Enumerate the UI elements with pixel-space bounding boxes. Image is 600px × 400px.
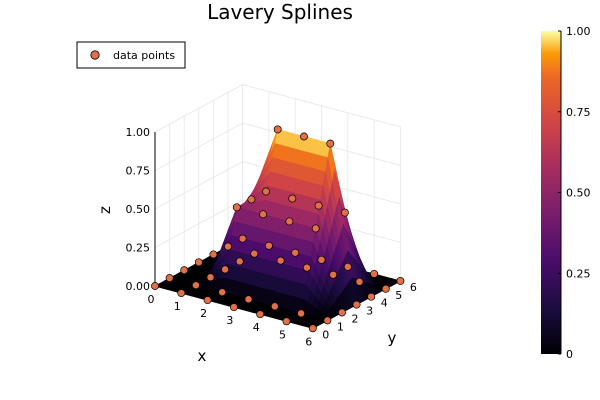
data-point: [262, 187, 270, 196]
z-tick-label: 0.50: [126, 203, 151, 216]
colorbar: 0 0.25 0.50 0.75 1.00: [541, 25, 591, 361]
x-tick-label: 5: [279, 328, 286, 341]
data-point: [370, 269, 379, 278]
x-tick-label: 3: [226, 314, 233, 327]
data-point: [285, 217, 294, 226]
data-point: [300, 132, 308, 141]
data-point: [151, 282, 159, 290]
data-point: [355, 277, 364, 286]
y-tick-label: 1: [337, 320, 344, 333]
x-tick-label: 1: [174, 300, 181, 313]
data-point: [317, 255, 326, 264]
surface-plot: [154, 128, 402, 329]
data-point: [343, 262, 352, 271]
data-point: [165, 274, 174, 283]
data-point: [194, 258, 203, 267]
data-point: [329, 270, 338, 279]
data-point: [264, 241, 273, 250]
data-point: [191, 281, 200, 290]
data-point: [206, 273, 215, 282]
y-tick-label: 4: [381, 297, 388, 310]
legend-entry-label: data points: [113, 49, 175, 62]
data-point: [218, 288, 227, 297]
axis-labels: x y z: [96, 206, 397, 365]
x-axis-label: x: [198, 347, 207, 365]
data-point: [381, 284, 390, 293]
data-point: [229, 303, 238, 312]
y-tick-label: 2: [352, 313, 359, 326]
y-tick-label: 0: [322, 328, 329, 341]
data-point: [250, 249, 259, 258]
data-point: [270, 302, 279, 311]
data-point: [244, 295, 253, 304]
data-point: [247, 195, 256, 204]
data-point: [396, 276, 405, 285]
colorbar-tick-label: 0.25: [566, 267, 591, 280]
y-tick-label: 3: [366, 305, 373, 318]
data-point: [209, 250, 218, 259]
data-point: [302, 263, 311, 272]
grid-line: [154, 161, 401, 210]
z-axis-label: z: [96, 206, 114, 214]
data-point: [276, 256, 285, 265]
data-point: [203, 296, 212, 305]
data-point: [232, 203, 241, 212]
data-point: [224, 242, 232, 251]
data-point: [326, 139, 335, 148]
data-point: [340, 208, 349, 217]
data-point: [180, 266, 189, 275]
data-point: [273, 125, 282, 134]
x-tick-label: 6: [305, 335, 312, 348]
data-point: [297, 309, 306, 318]
data-point: [338, 308, 346, 317]
legend-marker: [90, 50, 100, 60]
colorbar-gradient: [541, 31, 561, 354]
data-point: [256, 310, 265, 319]
grid-line: [154, 122, 401, 171]
colorbar-tick-label: 0.50: [566, 187, 591, 200]
data-point: [367, 292, 376, 301]
data-point: [235, 257, 244, 266]
x-tick-label: 0: [148, 293, 155, 306]
data-point: [323, 316, 332, 325]
data-point: [238, 234, 247, 243]
colorbar-tick-label: 0.75: [566, 106, 591, 119]
data-point: [177, 289, 186, 298]
data-points-series: [151, 125, 405, 333]
data-point: [288, 194, 297, 203]
colorbar-tick-label: 0: [566, 348, 573, 361]
data-point: [259, 210, 268, 219]
z-tick-label: 0.00: [126, 280, 151, 293]
colorbar-tick-label: 1.00: [566, 25, 591, 38]
x-tick-label: 2: [200, 307, 207, 320]
z-tick-label: 0.75: [126, 165, 151, 178]
data-point: [221, 265, 230, 274]
grid-line: [154, 84, 401, 133]
data-point: [291, 248, 300, 257]
legend: data points: [76, 41, 186, 69]
z-tick-label: 1.00: [126, 126, 151, 139]
y-tick-label: 6: [410, 281, 417, 294]
data-point: [352, 300, 361, 309]
chart-title: Lavery Splines: [207, 0, 353, 24]
z-tick-label: 0.25: [126, 242, 151, 255]
y-tick-label: 5: [395, 289, 402, 302]
y-axis-label: y: [388, 329, 397, 347]
data-point: [314, 201, 323, 210]
data-point: [282, 317, 291, 326]
data-point: [308, 324, 317, 333]
data-point: [311, 224, 320, 233]
x-tick-label: 4: [253, 321, 260, 334]
